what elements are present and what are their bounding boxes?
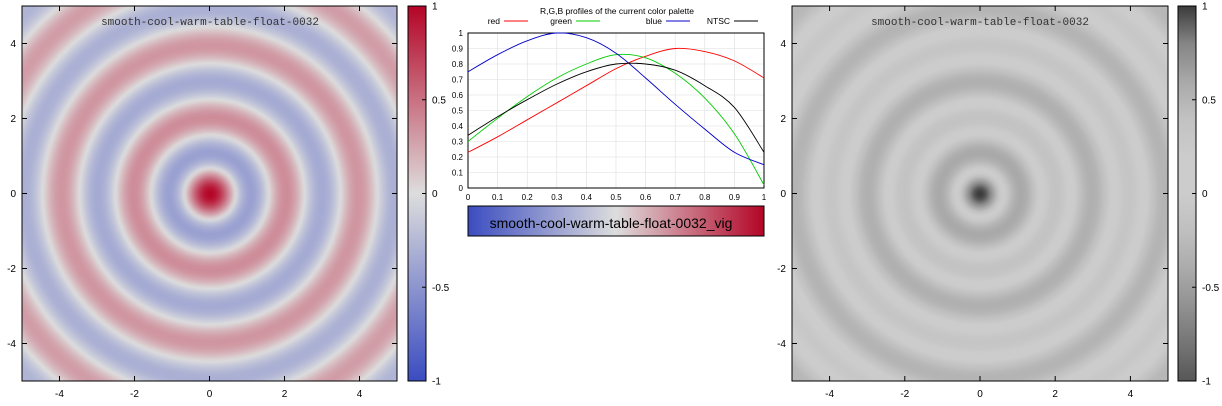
right-heatmap-title: smooth-cool-warm-table-float-0032	[871, 17, 1089, 29]
profile-y-tick-label: 0	[459, 184, 464, 193]
right-heatmap-y-tick-label: -2	[777, 264, 786, 275]
right-heatmap-y-tick-label: 2	[780, 114, 786, 125]
right-colorbar-tick-label: 0.5	[1202, 95, 1216, 106]
left-heatmap-y-tick-label: 4	[10, 39, 16, 50]
right-heatmap-x-ticks: -4 -2 0 2 4	[825, 6, 1134, 400]
profile-y-tick-label: 0.1	[452, 169, 464, 178]
profile-y-tick-label: 0.7	[452, 76, 464, 85]
left-colorbar: -1 -0.5 0 0.5 1	[407, 2, 450, 388]
profile-x-tick-label: 0.4	[581, 193, 593, 202]
right-heatmap-y-tick-label: 4	[780, 39, 786, 50]
right-heatmap-x-tick-label: 4	[1128, 389, 1134, 400]
profile-x-tick-label: 0.6	[640, 193, 652, 202]
profile-legend-label-green: green	[550, 16, 572, 26]
profile-line-blue	[467, 32, 765, 166]
profile-x-ticks: 0 0.1 0.2 0.3 0.4 0.5 0.6 0.7 0.8 0.9 1	[466, 193, 767, 202]
right-heatmap-x-tick-label: -2	[900, 389, 909, 400]
profile-y-tick-label: 1	[459, 29, 464, 38]
right-heatmap-y-ticks: -4 -2 0 2 4	[777, 39, 1168, 350]
left-heatmap-y-tick-label: 2	[10, 114, 16, 125]
left-heatmap-title: smooth-cool-warm-table-float-0032	[101, 17, 319, 29]
right-colorbar-tick-label: -0.5	[1202, 283, 1220, 294]
left-heatmap-x-tick-label: -2	[130, 389, 139, 400]
right-heatmap-panel: smooth-cool-warm-table-float-0032 -4 -2 0 2…	[777, 5, 1169, 400]
right-heatmap-y-tick-label: -4	[777, 339, 786, 350]
left-heatmap-y-tick-label: 0	[10, 189, 16, 200]
left-heatmap-x-ticks: -4 -2 0 2 4	[55, 6, 363, 400]
profile-x-tick-label: 0.8	[699, 193, 711, 202]
profile-y-tick-label: 0.2	[452, 153, 464, 162]
profile-legend: red green blue NTSC	[488, 16, 758, 26]
left-heatmap-surface	[22, 6, 397, 381]
left-heatmap-x-tick-label: 4	[357, 389, 363, 400]
profile-line-red	[467, 47, 765, 153]
right-colorbar: -1 -0.5 0 0.5 1	[1177, 2, 1220, 388]
profile-x-tick-label: 0.2	[522, 193, 534, 202]
right-heatmap-x-tick-label: -4	[825, 389, 834, 400]
left-colorbar-tick-label: 1	[432, 2, 438, 13]
profile-x-tick-label: 0.9	[729, 193, 741, 202]
profile-legend-label-blue: blue	[646, 16, 662, 26]
right-colorbar-tick-label: 1	[1202, 2, 1208, 13]
profile-line-ntsc	[467, 62, 765, 153]
right-heatmap-y-tick-label: 0	[780, 189, 786, 200]
profile-plot-frame	[467, 32, 765, 189]
left-heatmap-x-tick-label: -4	[55, 389, 64, 400]
profile-y-ticks: 0 0.1 0.2 0.3 0.4 0.5 0.6 0.7 0.8 0.9 1	[452, 29, 464, 193]
left-colorbar-tick-label: 0	[432, 189, 438, 200]
profile-chart-title: R,G,B profiles of the current color pale…	[540, 6, 694, 16]
palette-colorbar-label: smooth-cool-warm-table-float-0032_vig	[490, 215, 733, 231]
right-colorbar-ticks: -1 -0.5 0 0.5 1	[1192, 2, 1220, 388]
right-heatmap-x-tick-label: 2	[1052, 389, 1058, 400]
profile-x-tick-label: 0.5	[610, 193, 622, 202]
right-colorbar-tick-label: 0	[1202, 189, 1208, 200]
profile-y-tick-label: 0.8	[452, 60, 464, 69]
profile-y-tick-label: 0.9	[452, 45, 464, 54]
palette-colorbar	[467, 205, 765, 237]
profile-series-lines	[467, 32, 765, 186]
profile-x-tick-label: 0	[466, 193, 471, 202]
left-colorbar-tick-label: -0.5	[432, 283, 450, 294]
left-heatmap-y-tick-label: -4	[7, 339, 16, 350]
profile-legend-label-red: red	[488, 16, 501, 26]
profile-x-tick-label: 0.7	[670, 193, 682, 202]
profile-x-tick-label: 0.1	[492, 193, 504, 202]
left-heatmap-y-tick-label: -2	[7, 264, 16, 275]
left-heatmap-panel: smooth-cool-warm-table-float-0032 -4 -2 0 2…	[7, 5, 398, 400]
profile-x-tick-label: 0.3	[551, 193, 563, 202]
profile-chart-panel: R,G,B profiles of the current color pale…	[452, 6, 767, 237]
profile-y-tick-label: 0.3	[452, 138, 464, 147]
profile-grid	[467, 32, 765, 189]
right-colorbar-tick-label: -1	[1202, 377, 1211, 388]
right-heatmap-surface	[792, 6, 1168, 381]
left-colorbar-tick-label: 0.5	[432, 95, 446, 106]
left-colorbar-tick-label: -1	[432, 377, 441, 388]
profile-y-tick-label: 0.4	[452, 122, 464, 131]
profile-y-tick-label: 0.6	[452, 91, 464, 100]
profile-y-tick-label: 0.5	[452, 107, 464, 116]
left-heatmap-x-tick-label: 2	[282, 389, 288, 400]
right-heatmap-x-tick-label: 0	[977, 389, 983, 400]
profile-legend-label-ntsc: NTSC	[707, 16, 730, 26]
left-heatmap-x-tick-label: 0	[207, 389, 213, 400]
profile-line-green	[467, 53, 765, 186]
left-colorbar-ticks: -1 -0.5 0 0.5 1	[422, 2, 450, 388]
left-heatmap-y-ticks: -4 -2 0 2 4	[7, 39, 397, 350]
profile-x-tick-label: 1	[762, 193, 767, 202]
